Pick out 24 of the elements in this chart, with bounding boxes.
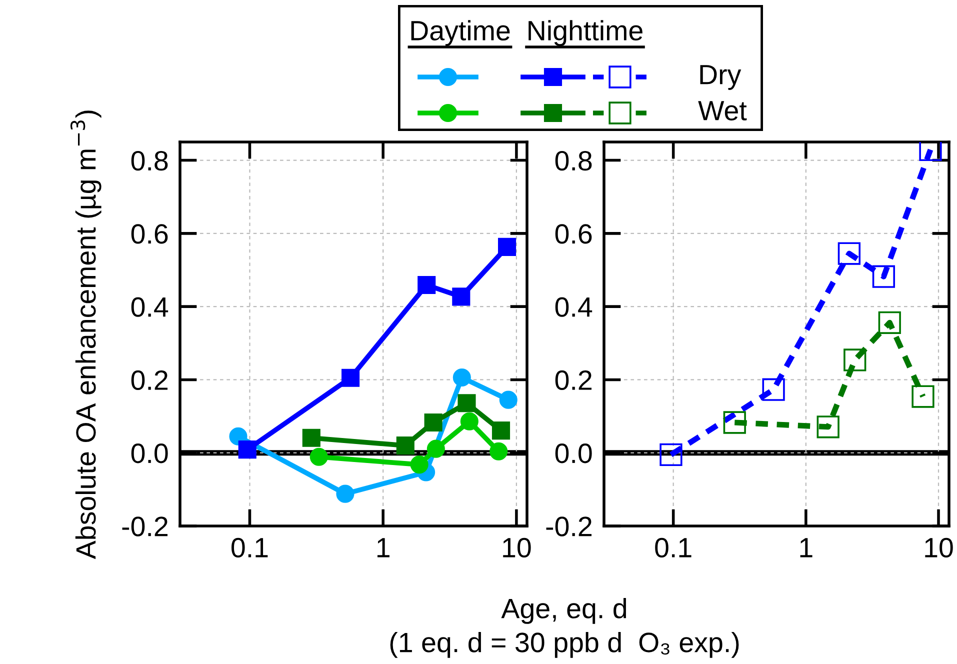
x-axis-title: Age, eq. d (1 eq. d = 30 ppb d O₃ exp.) [390, 598, 739, 658]
y-tick-label: 0.4 [131, 297, 168, 317]
text: Daytime [411, 20, 510, 46]
y-axis-title: Absolute OA enhancement (µg m$^{−3}$) [70, 110, 102, 560]
y-tick-label: -0.2 [122, 516, 168, 536]
y-tick-label: -0.2 [546, 516, 592, 536]
y-tick-label: 0.2 [555, 370, 592, 390]
y-tick-label: 0.2 [131, 370, 168, 390]
y-tick-label: 0.8 [555, 150, 592, 171]
y-tick-label: 0.0 [555, 444, 592, 464]
x-tick-label: 10 [925, 538, 953, 558]
y-tick-label: 0.8 [131, 150, 168, 171]
legend-label: Wet [698, 101, 747, 120]
text: Nighttime [528, 20, 642, 46]
y-tick-label: 0.6 [555, 224, 592, 244]
legend-label: Dry [700, 65, 742, 90]
x-tick-label: 1 [800, 538, 812, 558]
x-tick-label: 1 [377, 538, 390, 558]
x-tick-label: 0.1 [232, 538, 268, 558]
y-tick-label: 0.4 [555, 297, 592, 317]
y-tick-label: 0.6 [131, 224, 168, 244]
x-tick-label: 0.1 [655, 538, 692, 558]
x-tick-label: 10 [503, 538, 531, 558]
y-tick-label: 0.0 [131, 444, 168, 464]
